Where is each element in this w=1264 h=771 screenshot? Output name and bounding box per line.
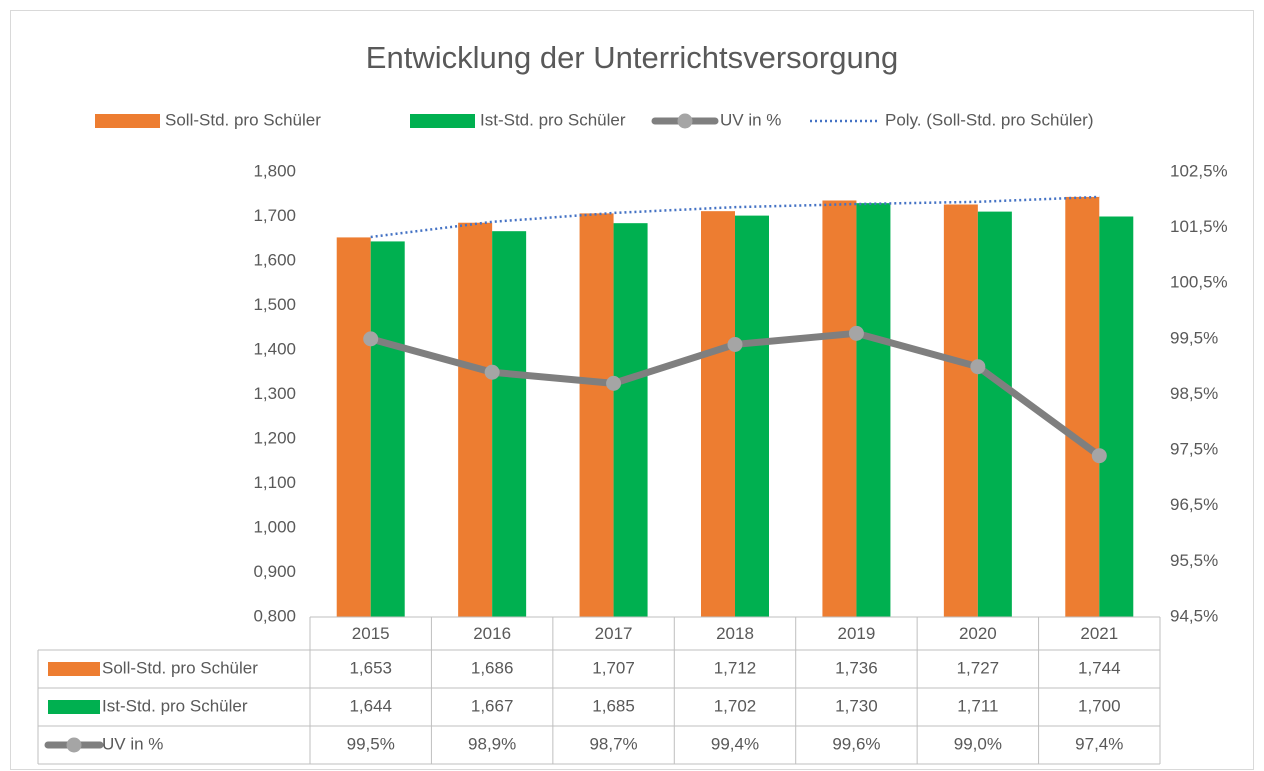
table-value: 99,5% bbox=[347, 734, 395, 753]
table-value: 1,667 bbox=[471, 696, 514, 715]
table-value: 1,736 bbox=[835, 658, 878, 677]
x-tick-label: 2015 bbox=[352, 624, 390, 643]
table-value: 1,744 bbox=[1078, 658, 1121, 677]
bar bbox=[458, 222, 493, 618]
y-tick-label: 0,900 bbox=[253, 562, 296, 581]
y-tick-label: 1,600 bbox=[253, 250, 296, 269]
line-marker bbox=[1091, 448, 1107, 464]
y-tick-label: 1,500 bbox=[253, 295, 296, 314]
bar bbox=[943, 204, 978, 618]
line-marker bbox=[727, 336, 743, 352]
bar bbox=[613, 223, 648, 618]
table-value: 99,6% bbox=[832, 734, 880, 753]
table-value: 1,644 bbox=[349, 696, 392, 715]
y-tick-label: 1,700 bbox=[253, 206, 296, 225]
table-value: 1,712 bbox=[714, 658, 757, 677]
legend-key-marker bbox=[66, 737, 82, 753]
y-tick-label: 0,800 bbox=[253, 606, 296, 625]
bar bbox=[336, 237, 371, 618]
trendline bbox=[370, 195, 1100, 239]
chart-title: Entwicklung der Unterrichtsversorgung bbox=[366, 40, 898, 75]
y-tick-label: 1,300 bbox=[253, 384, 296, 403]
table-row-label: Ist-Std. pro Schüler bbox=[102, 696, 248, 715]
table-value: 97,4% bbox=[1075, 734, 1123, 753]
y-tick-label: 1,800 bbox=[253, 161, 296, 180]
x-tick-label: 2017 bbox=[595, 624, 633, 643]
y2-tick-label: 97,5% bbox=[1170, 440, 1218, 459]
bar bbox=[735, 215, 769, 618]
bar bbox=[701, 211, 735, 617]
bar bbox=[856, 203, 891, 617]
legend-key bbox=[95, 114, 160, 128]
y2-tick-label: 102,5% bbox=[1170, 161, 1228, 180]
line-marker bbox=[606, 375, 622, 391]
table-row-label: Soll-Std. pro Schüler bbox=[102, 658, 258, 677]
bar bbox=[579, 213, 614, 617]
y-tick-label: 1,100 bbox=[253, 473, 296, 492]
y2-tick-label: 94,5% bbox=[1170, 606, 1218, 625]
y2-tick-label: 99,5% bbox=[1170, 328, 1218, 347]
legend-key bbox=[410, 114, 475, 128]
table-value: 1,707 bbox=[592, 658, 635, 677]
legend-key-marker bbox=[677, 113, 693, 129]
line-marker bbox=[848, 325, 864, 341]
legend-key bbox=[48, 700, 100, 714]
legend-label: Poly. (Soll-Std. pro Schüler) bbox=[885, 110, 1093, 129]
table-value: 98,7% bbox=[589, 734, 637, 753]
table-value: 99,0% bbox=[954, 734, 1002, 753]
legend-label: UV in % bbox=[720, 110, 781, 129]
table-value: 1,685 bbox=[592, 696, 635, 715]
x-tick-label: 2016 bbox=[473, 624, 511, 643]
y2-tick-label: 98,5% bbox=[1170, 384, 1218, 403]
legend-label: Soll-Std. pro Schüler bbox=[165, 110, 321, 129]
x-tick-label: 2020 bbox=[959, 624, 997, 643]
table-value: 1,711 bbox=[957, 696, 998, 715]
table-value: 98,9% bbox=[468, 734, 516, 753]
table-value: 1,727 bbox=[957, 658, 1000, 677]
legend-label: Ist-Std. pro Schüler bbox=[480, 110, 626, 129]
y2-tick-label: 100,5% bbox=[1170, 273, 1228, 292]
line-marker bbox=[970, 359, 986, 375]
y2-tick-label: 95,5% bbox=[1170, 551, 1218, 570]
table-value: 1,702 bbox=[714, 696, 757, 715]
line-marker bbox=[363, 331, 379, 347]
y-tick-label: 1,000 bbox=[253, 517, 296, 536]
bar bbox=[822, 200, 857, 618]
table-value: 1,653 bbox=[349, 658, 392, 677]
table-value: 1,730 bbox=[835, 696, 878, 715]
y-tick-label: 1,200 bbox=[253, 428, 296, 447]
table-value: 99,4% bbox=[711, 734, 759, 753]
bar bbox=[370, 241, 405, 618]
table-value: 1,686 bbox=[471, 658, 514, 677]
y-tick-label: 1,400 bbox=[253, 339, 296, 358]
bar bbox=[1099, 216, 1134, 617]
line-marker bbox=[484, 364, 500, 380]
bar bbox=[977, 211, 1012, 618]
bar bbox=[1065, 196, 1100, 618]
y2-tick-label: 101,5% bbox=[1170, 217, 1228, 236]
x-tick-label: 2021 bbox=[1080, 624, 1118, 643]
y2-tick-label: 96,5% bbox=[1170, 495, 1218, 514]
table-value: 1,700 bbox=[1078, 696, 1121, 715]
x-tick-label: 2018 bbox=[716, 624, 754, 643]
legend-key bbox=[48, 662, 100, 676]
bar bbox=[492, 231, 527, 617]
x-tick-label: 2019 bbox=[838, 624, 876, 643]
table-row-label: UV in % bbox=[102, 734, 163, 753]
